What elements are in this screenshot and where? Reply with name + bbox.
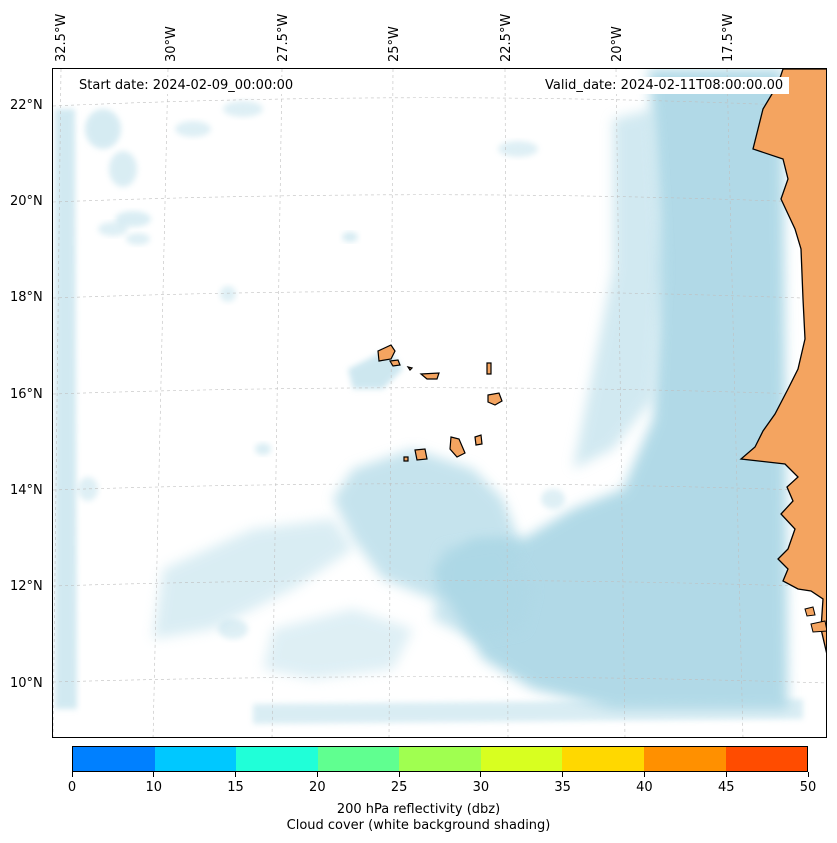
cloud-west-streak-1 bbox=[153, 519, 353, 639]
colorbar-segment-4 bbox=[399, 747, 481, 771]
colorbar-segment-8 bbox=[725, 747, 808, 771]
cloud-east-fringe bbox=[573, 109, 663, 469]
cloud-central-south bbox=[433, 539, 533, 639]
colorbar-segment-6 bbox=[562, 747, 644, 771]
colorbar-tick-mark bbox=[643, 772, 645, 777]
lon-label-32-5w: 32.5°W bbox=[54, 13, 69, 62]
colorbar-segment-3 bbox=[317, 747, 400, 771]
colorbar-tick-label-0: 0 bbox=[67, 780, 77, 795]
cloud-puff bbox=[109, 151, 137, 187]
colorbar-tick-label-40: 40 bbox=[636, 780, 653, 795]
lat-label-10n: 10°N bbox=[10, 676, 43, 691]
colorbar-tick-mark bbox=[235, 772, 237, 777]
cape-verde-islands bbox=[377, 344, 503, 462]
island-santiago bbox=[449, 436, 466, 458]
cloud-puff bbox=[342, 232, 358, 242]
lon-label-20w: 20°W bbox=[610, 26, 625, 62]
colorbar-tick-label-20: 20 bbox=[309, 780, 326, 795]
valid-date-label: Valid_date: 2024-02-11T08:00:00.00 bbox=[539, 77, 790, 94]
cloud-cover-layer bbox=[55, 69, 803, 724]
colorbar bbox=[72, 746, 808, 772]
lat-label-14n: 14°N bbox=[10, 483, 43, 498]
lon-label-25w: 25°W bbox=[387, 26, 402, 62]
island-fogo bbox=[414, 448, 428, 461]
cloud-puff bbox=[115, 211, 151, 227]
start-date-label: Start date: 2024-02-09_00:00:00 bbox=[73, 77, 300, 94]
island-sao-vicente bbox=[389, 359, 401, 367]
cloud-puff bbox=[78, 477, 98, 501]
cloud-puff bbox=[255, 443, 271, 455]
island-sal bbox=[486, 362, 492, 375]
colorbar-tick-label-35: 35 bbox=[554, 780, 571, 795]
colorbar-tick-mark bbox=[71, 772, 73, 777]
cloud-west-edge bbox=[55, 109, 77, 709]
colorbar-segment-2 bbox=[236, 747, 318, 771]
land-bijagos bbox=[810, 620, 826, 633]
cloud-puff bbox=[498, 141, 538, 157]
cloud-puff bbox=[175, 121, 211, 137]
lat-label-18n: 18°N bbox=[10, 290, 43, 305]
colorbar-tick-label-50: 50 bbox=[799, 780, 817, 795]
colorbar-segment-0 bbox=[73, 747, 155, 771]
colorbar-tick-label-25: 25 bbox=[390, 780, 408, 795]
cloud-puff bbox=[223, 101, 263, 117]
colorbar-tick-mark bbox=[725, 772, 727, 777]
island-santo-antao bbox=[377, 344, 396, 362]
island-boa-vista bbox=[487, 392, 503, 406]
island-maio bbox=[474, 434, 483, 446]
graticule bbox=[53, 69, 826, 737]
colorbar-segment-7 bbox=[643, 747, 726, 771]
lon-label-27-5w: 27.5°W bbox=[276, 13, 291, 62]
cloud-west-streak-2 bbox=[263, 609, 413, 679]
colorbar-tick-mark bbox=[562, 772, 564, 777]
map-area[interactable] bbox=[52, 68, 827, 738]
island-sao-nicolau bbox=[419, 372, 440, 380]
colorbar-tick-mark bbox=[153, 772, 155, 777]
lat-label-12n: 12°N bbox=[10, 579, 43, 594]
cloud-puff bbox=[220, 286, 236, 302]
cloud-north-islands bbox=[348, 349, 403, 389]
lon-label-22-5w: 22.5°W bbox=[499, 13, 514, 62]
colorbar-tick-label-30: 30 bbox=[472, 780, 490, 795]
colorbar-tick-mark bbox=[807, 772, 809, 777]
colorbar-tick-label-10: 10 bbox=[145, 780, 163, 795]
lat-label-20n: 20°N bbox=[10, 194, 43, 209]
cloud-south-edge bbox=[253, 699, 803, 724]
island-santa-luzia bbox=[406, 366, 414, 371]
lon-label-30w: 30°W bbox=[164, 26, 179, 62]
land-bijagos-2 bbox=[804, 606, 816, 617]
land-africa bbox=[739, 69, 826, 654]
colorbar-label: 200 hPa reflectivity (dbz) bbox=[336, 802, 501, 817]
cloud-puff bbox=[541, 489, 565, 509]
lon-label-17-5w: 17.5°W bbox=[721, 13, 736, 62]
colorbar-tick-mark bbox=[398, 772, 400, 777]
colorbar-tick-label-45: 45 bbox=[717, 780, 735, 795]
colorbar-tick-label-15: 15 bbox=[227, 780, 244, 795]
colorbar-segment-5 bbox=[480, 747, 563, 771]
map-canvas bbox=[53, 69, 826, 737]
cloud-puff bbox=[85, 109, 121, 149]
lat-label-22n: 22°N bbox=[10, 98, 43, 113]
cloud-puff bbox=[126, 233, 150, 245]
colorbar-tick-mark bbox=[480, 772, 482, 777]
colorbar-sublabel: Cloud cover (white background shading) bbox=[286, 818, 551, 833]
island-brava bbox=[403, 456, 409, 462]
colorbar-tick-mark bbox=[316, 772, 318, 777]
colorbar-segment-1 bbox=[154, 747, 237, 771]
lat-label-16n: 16°N bbox=[10, 387, 43, 402]
cloud-puff bbox=[218, 619, 248, 639]
cloud-puff bbox=[98, 222, 128, 236]
